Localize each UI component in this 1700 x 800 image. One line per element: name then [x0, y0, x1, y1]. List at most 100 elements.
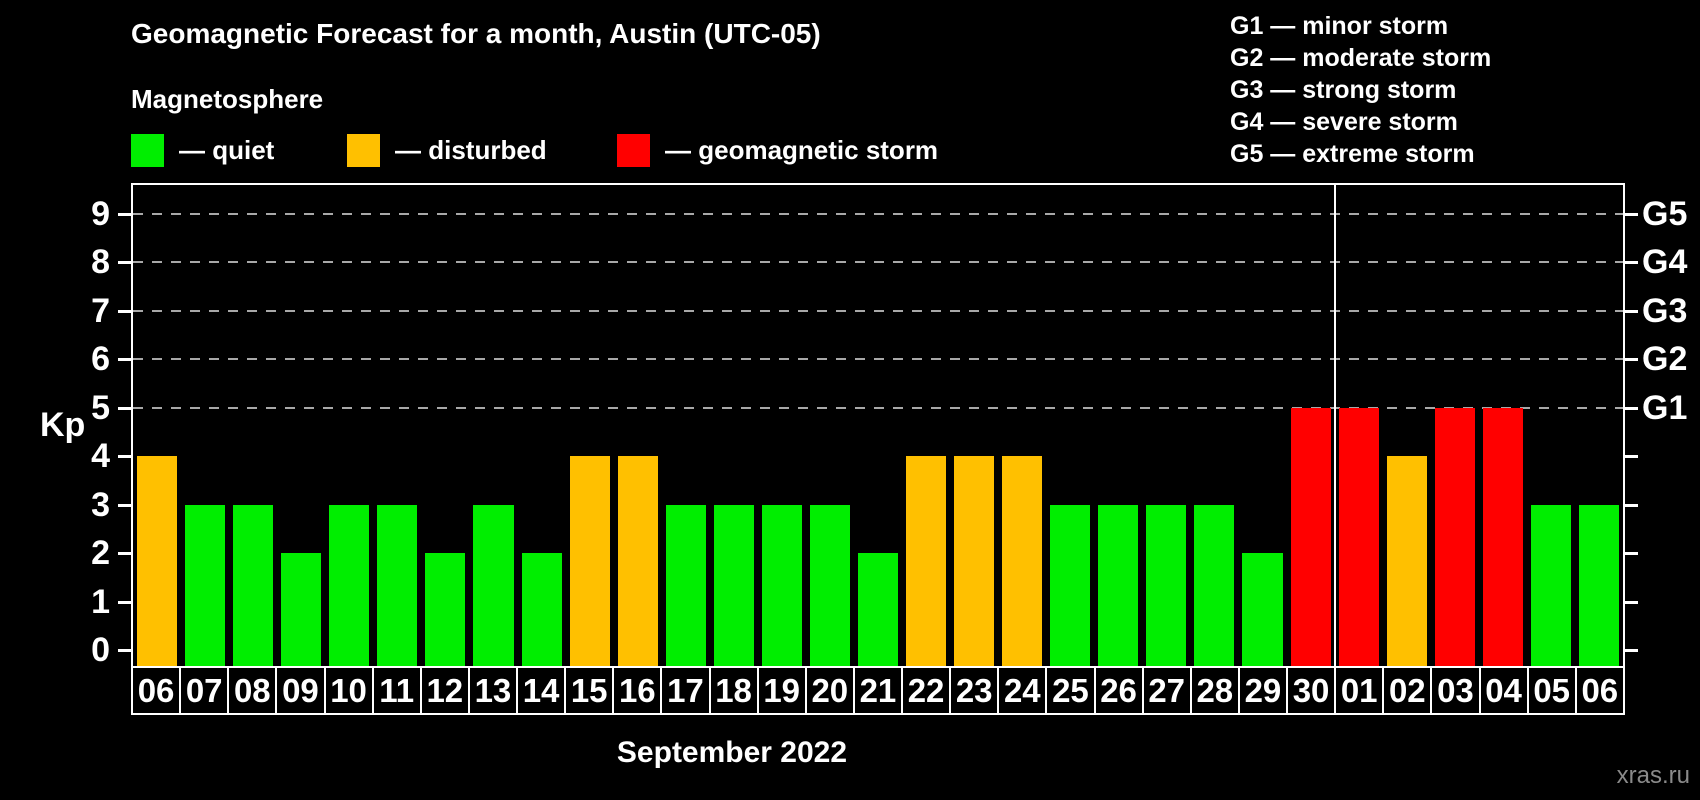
g-scale-label: G4: [1642, 243, 1688, 281]
date-label: 26: [1093, 666, 1144, 715]
storm-scale-legend-line: G5 — extreme storm: [1230, 140, 1475, 168]
right-axis-tick: [1625, 455, 1638, 458]
kp-bar: [281, 553, 322, 666]
date-label: 04: [1478, 666, 1529, 715]
y-axis-label: 9: [91, 194, 110, 233]
right-axis-tick: [1625, 309, 1638, 313]
date-label: 07: [179, 666, 230, 715]
gridline-kp-7: [133, 309, 1623, 312]
kp-bar: [425, 553, 466, 666]
gridline-kp-5: [133, 406, 1623, 409]
kp-bar: [473, 504, 514, 666]
kp-bar: [1002, 456, 1043, 666]
y-axis-label: 2: [91, 534, 110, 572]
left-axis-tick: [118, 212, 131, 216]
y-axis-label: 5: [91, 388, 110, 427]
date-label: 27: [1141, 666, 1192, 715]
kp-bar: [906, 456, 947, 666]
date-label: 06: [1574, 666, 1625, 715]
legend-item-storm: — geomagnetic storm: [617, 131, 938, 169]
kp-bar: [1242, 553, 1283, 666]
kp-bar: [521, 553, 562, 666]
legend-item-quiet: — quiet: [131, 131, 274, 169]
right-axis-tick: [1625, 358, 1638, 361]
kp-bar: [1530, 504, 1571, 666]
right-axis-tick: [1625, 503, 1638, 507]
date-label: 12: [419, 666, 470, 715]
left-axis-tick: [118, 309, 131, 313]
storm-scale-legend-line: G4 — severe storm: [1230, 108, 1458, 136]
quiet-swatch-icon: [131, 133, 164, 167]
date-label: 25: [1045, 666, 1096, 715]
kp-bar: [761, 504, 802, 666]
left-axis-tick: [118, 503, 131, 507]
g-scale-label: G5: [1642, 194, 1688, 233]
gridline-kp-9: [133, 212, 1623, 215]
watermark: xras.ru: [1616, 762, 1690, 789]
left-axis-tick: [118, 455, 131, 458]
left-axis-tick: [118, 406, 131, 410]
left-axis-tick: [118, 552, 131, 555]
storm-scale-legend: G1 — minor storm G2 — moderate storm G3 — …: [1230, 10, 1491, 170]
date-label: 17: [660, 666, 711, 715]
date-label: 02: [1382, 666, 1433, 715]
kp-bar: [329, 504, 370, 666]
y-axis-label: 6: [91, 340, 110, 378]
legend-item-label: — disturbed: [395, 134, 547, 165]
date-label: 19: [756, 666, 807, 715]
date-label: 10: [323, 666, 374, 715]
kp-bar: [569, 456, 610, 666]
date-label: 16: [612, 666, 663, 715]
kp-bar: [1386, 456, 1427, 666]
month-axis-label: September 2022: [616, 736, 848, 769]
date-label: 01: [1334, 666, 1385, 715]
right-axis-tick: [1625, 261, 1638, 264]
month-separator-line: [1333, 185, 1336, 666]
kp-bar: [809, 504, 850, 666]
storm-swatch-icon: [617, 133, 650, 167]
date-label: 11: [371, 666, 422, 715]
date-label: 21: [852, 666, 903, 715]
date-label: 18: [708, 666, 759, 715]
storm-scale-legend-line: G3 — strong storm: [1230, 76, 1457, 104]
kp-bar: [233, 504, 274, 666]
kp-bar: [1578, 504, 1619, 666]
right-axis-tick: [1625, 552, 1638, 555]
storm-scale-legend-line: G1 — minor storm: [1230, 12, 1449, 40]
date-label: 23: [949, 666, 1000, 715]
left-axis-tick: [118, 358, 131, 361]
left-axis-tick: [118, 261, 131, 264]
y-axis-label: 3: [91, 485, 110, 524]
kp-bar: [617, 456, 658, 666]
kp-bar: [1098, 504, 1139, 666]
kp-bar: [713, 504, 754, 666]
chart-title: Geomagnetic Forecast for a month, Austin…: [131, 18, 821, 49]
left-axis-tick: [118, 600, 131, 604]
kp-bar: [665, 504, 706, 666]
g-scale-label: G3: [1642, 291, 1688, 330]
kp-bar: [1290, 407, 1331, 666]
y-axis-label: 7: [91, 291, 110, 330]
date-label: 03: [1430, 666, 1481, 715]
y-axis-label: 0: [91, 631, 110, 669]
date-label: 13: [467, 666, 518, 715]
kp-bar: [1050, 504, 1091, 666]
kp-axis-title: Kp: [40, 406, 86, 444]
right-axis-tick: [1625, 600, 1638, 604]
kp-bar: [857, 553, 899, 666]
kp-bar: [137, 456, 178, 666]
date-label: 15: [564, 666, 615, 715]
date-label: 28: [1189, 666, 1240, 715]
date-label: 24: [997, 666, 1048, 715]
date-label: 29: [1237, 666, 1288, 715]
y-axis-label: 8: [91, 243, 110, 281]
date-label: 08: [227, 666, 278, 715]
g-scale-label: G1: [1642, 388, 1688, 427]
g-scale-label: G2: [1642, 340, 1688, 378]
date-label: 22: [901, 666, 952, 715]
plot-area: [131, 183, 1625, 668]
right-axis-tick: [1625, 649, 1638, 652]
gridline-kp-6: [133, 358, 1623, 360]
gridline-kp-8: [133, 261, 1623, 263]
